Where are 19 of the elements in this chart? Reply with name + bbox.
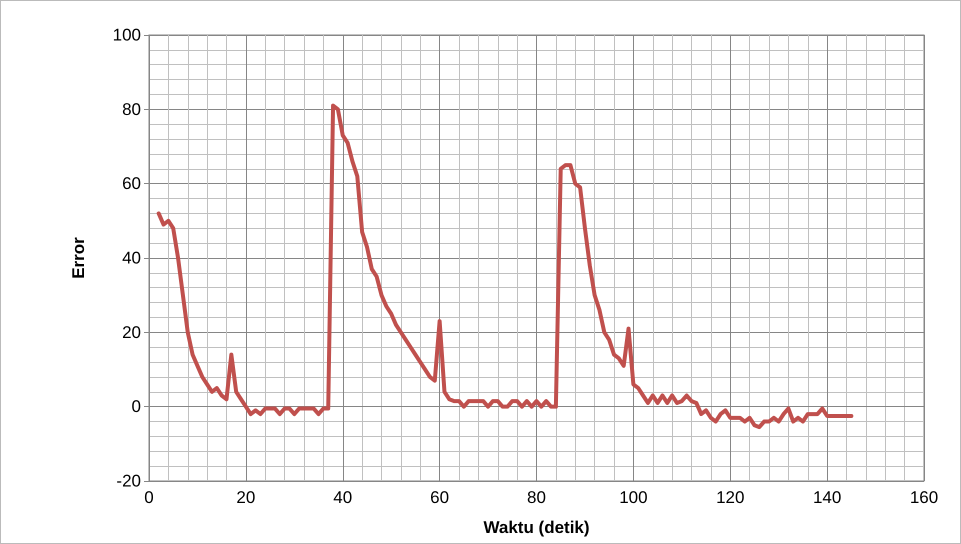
y-tick-label: 20 (122, 322, 141, 342)
x-tick-label: 140 (812, 488, 842, 507)
y-axis-title: Error (69, 236, 88, 279)
x-tick-label: 80 (527, 488, 546, 507)
x-tick-label: 100 (619, 488, 648, 507)
y-tick-label: 80 (122, 100, 141, 119)
x-tick-label: 60 (430, 488, 450, 507)
y-tick-label: 0 (132, 397, 141, 416)
x-axis-title: Waktu (detik) (483, 518, 590, 537)
x-tick-label: 0 (144, 488, 154, 507)
y-tick-label: 100 (112, 26, 141, 44)
y-tick-label: 40 (122, 248, 141, 268)
x-tick-label: 40 (333, 488, 352, 507)
x-tick-label: 20 (236, 488, 256, 507)
x-tick-label: 160 (910, 488, 938, 507)
line-series (156, 104, 854, 430)
y-tick-label: 60 (122, 174, 141, 194)
x-tick-label: 120 (716, 488, 744, 507)
y-tick-label: -20 (116, 472, 141, 490)
